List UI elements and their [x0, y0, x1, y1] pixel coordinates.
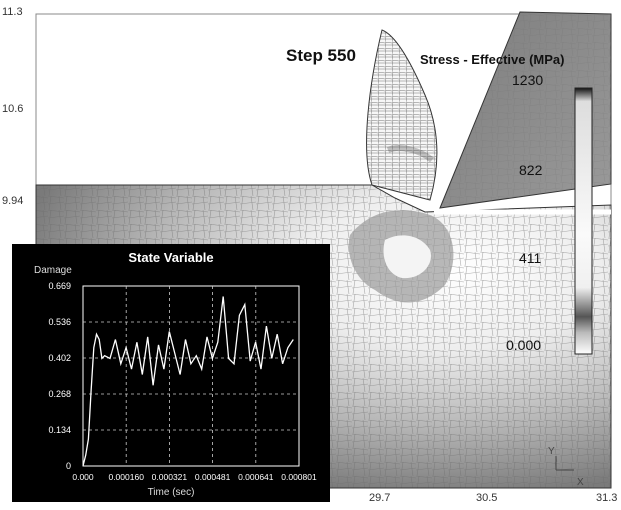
chart-title: State Variable [128, 250, 214, 265]
y-tick-label: 11.3 [2, 6, 23, 18]
colorbar-label: 411 [519, 250, 542, 266]
x-tick-label: 0.000 [72, 472, 94, 482]
y-tick-label: 9.94 [2, 195, 24, 207]
stress-legend-title: Stress - Effective (MPa) [420, 52, 565, 67]
y-tick-label: 0 [66, 461, 71, 471]
chart-ylabel: Damage [34, 265, 72, 276]
triad-y-label: Y [548, 446, 555, 457]
x-tick-label: 0.000321 [152, 472, 188, 482]
x-tick-label: 30.5 [476, 492, 498, 504]
state-variable-chart: State Variable Damage Time (sec) 0 0.134 0… [12, 244, 330, 502]
y-tick-label: 0.268 [48, 389, 71, 399]
y-tick-label: 0.536 [48, 317, 71, 327]
chart-plot-area: 0 0.134 0.268 0.402 0.536 0.669 0.000 0.000160 0… [48, 281, 317, 482]
chart-xlabel: Time (sec) [147, 487, 195, 498]
series-line [82, 296, 294, 467]
step-label: Step 550 [286, 46, 356, 65]
axis-triad [555, 456, 574, 471]
y-tick-label: 0.402 [48, 353, 71, 363]
stress-colorbar [574, 87, 593, 355]
y-tick-label: 0.669 [48, 281, 71, 291]
x-tick-label: 0.000641 [238, 472, 274, 482]
x-tick-label: 29.7 [369, 492, 391, 504]
x-tick-label: 0.000481 [195, 472, 231, 482]
colorbar-label: 0.000 [506, 337, 542, 353]
colorbar-label: 822 [519, 162, 543, 178]
chart-frame [82, 285, 300, 467]
colorbar-label: 1230 [512, 72, 544, 88]
x-tick-label: 0.000160 [108, 472, 144, 482]
y-tick-label: 0.134 [48, 425, 71, 435]
x-tick-label: 31.3 [596, 492, 618, 504]
triad-x-label: X [577, 477, 584, 488]
x-tick-label: 0.000801 [281, 472, 317, 482]
y-tick-label: 10.6 [2, 103, 24, 115]
